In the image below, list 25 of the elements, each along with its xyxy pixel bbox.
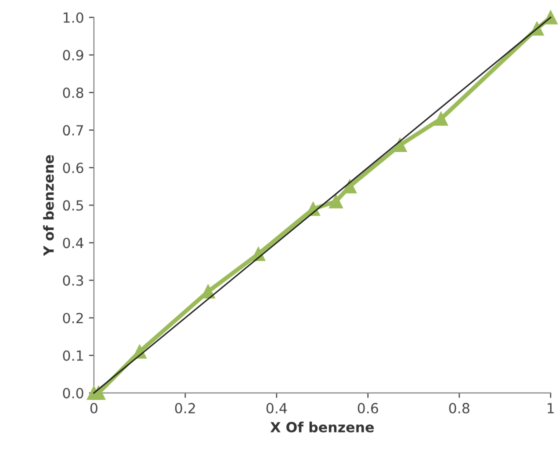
y-axis-title: Y of benzene	[43, 155, 54, 256]
x-tick-label: 0	[90, 402, 98, 414]
y-tick-label: 0.1	[63, 350, 83, 361]
x-axis-title: X Of benzene	[270, 422, 374, 432]
x-tick-label: 0.2	[175, 402, 195, 414]
x-tick-label: 0.8	[449, 402, 470, 414]
x-tick-label: 1	[548, 403, 554, 414]
y-tick-label: 0.6	[63, 162, 84, 174]
y-tick-label: 0.0	[63, 388, 84, 398]
point	[329, 194, 343, 208]
point	[434, 112, 448, 126]
point	[342, 179, 357, 194]
y-tick-label: 0.8	[63, 87, 84, 98]
x-tick-label: 0.6	[358, 402, 378, 414]
y-tick-label: 0.7	[63, 125, 84, 136]
point	[92, 386, 106, 400]
y-tick-label: 1.0	[64, 12, 84, 23]
y-tick-label: 0.5	[63, 200, 83, 211]
y-tick-label: 0.3	[63, 275, 84, 286]
y-tick-label: 0.4	[63, 238, 84, 248]
y-tick-label: 0.9	[63, 50, 84, 60]
y-tick-label: 0.2	[63, 312, 83, 324]
x-tick-label: 0.4	[266, 402, 287, 414]
point	[392, 138, 407, 152]
point	[201, 284, 216, 299]
